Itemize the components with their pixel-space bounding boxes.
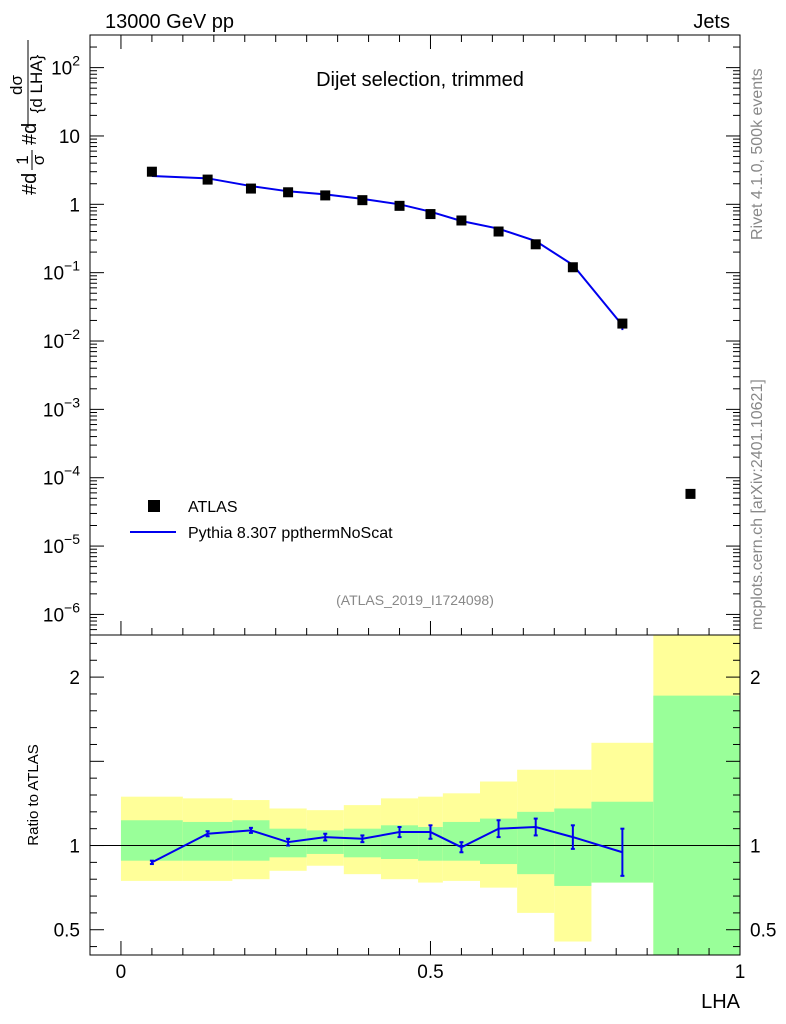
ylabel-prefix: #d	[19, 173, 41, 195]
ylabel-frac-den: σ	[29, 154, 48, 165]
data-point	[617, 318, 628, 329]
data-point	[357, 195, 368, 206]
inner-band-segment	[120, 820, 183, 861]
data-point	[567, 262, 578, 273]
y-tick-label: 10−1	[43, 258, 80, 285]
ratio-frame	[89, 634, 741, 956]
y-tick-label: 1	[69, 195, 80, 216]
ylabel-frac2-num: dσ	[7, 75, 26, 95]
inner-band-segment	[182, 821, 233, 861]
data-point	[425, 209, 436, 220]
ratio-y-tick-label-right: 0.5	[750, 921, 776, 942]
inner-band-segment	[306, 830, 344, 854]
x-tick-label: 0.5	[417, 962, 443, 983]
ratio-y-tick-label: 2	[69, 668, 80, 689]
ylabel-frac-num: 1	[13, 155, 32, 164]
inner-band-segment	[232, 820, 270, 861]
y-tick-label: 10−4	[43, 463, 80, 490]
ylabel-frac2-den: {d LHA}	[27, 54, 46, 113]
data-point	[530, 239, 541, 250]
legend-data-label: ATLAS	[188, 499, 238, 516]
y-tick-label: 10−6	[43, 599, 80, 626]
data-point	[146, 166, 157, 177]
ratio-y-tick-label: 0.5	[54, 921, 80, 942]
x-tick-label: 0	[116, 962, 127, 983]
y-tick-label: 10−2	[43, 326, 80, 353]
ratio-y-tick-label-right: 2	[750, 668, 761, 689]
data-point	[394, 200, 405, 211]
ylabel-mid: #d	[19, 123, 41, 145]
data-point	[685, 488, 696, 499]
legend-mc-label: Pythia 8.307 ppthermNoScat	[188, 525, 393, 542]
rivet-version-label: Rivet 4.1.0, 500k events	[749, 68, 766, 240]
x-tick-label: 1	[735, 962, 746, 983]
ratio-panel: 0.512 0.512 0 0.5 1 Ratio to ATLAS LHA	[25, 634, 776, 1013]
uncertainty-bands	[120, 635, 740, 955]
y-tick-label: 10−3	[43, 394, 80, 421]
ratio-error-bars	[149, 817, 625, 877]
main-panel: 102 10 1 10−1 10−2 10−3 10−4 10−5 10−6 Dijet sel…	[7, 34, 741, 636]
x-tick-labels: 0 0.5 1	[116, 962, 746, 983]
y-tick-label: 102	[51, 53, 80, 80]
legend: ATLAS Pythia 8.307 ppthermNoScat	[130, 499, 393, 542]
ratio-y-tick-label-right: 1	[750, 837, 761, 858]
data-point	[320, 190, 331, 201]
legend-data-marker	[148, 500, 160, 512]
plot-title: Dijet selection, trimmed	[316, 69, 524, 91]
data-point	[456, 215, 467, 226]
main-frame	[89, 34, 741, 636]
data-point	[493, 226, 504, 237]
ratio-y-tick-labels-right: 0.5 1 2	[750, 668, 776, 942]
header-category-label: Jets	[693, 11, 730, 33]
ratio-y-tick-label: 1	[69, 837, 80, 858]
data-point	[202, 174, 213, 185]
header-energy-label: 13000 GeV pp	[105, 11, 234, 33]
data-point	[283, 187, 294, 198]
analysis-id: (ATLAS_2019_I1724098)	[336, 592, 494, 608]
y-tick-label: 10−5	[43, 531, 80, 558]
mc-prediction-line	[151, 174, 624, 326]
inner-band-segment	[653, 695, 740, 955]
data-point	[245, 183, 256, 194]
ratio-axis-ticks	[90, 642, 741, 955]
ratio-y-axis-label: Ratio to ATLAS	[25, 744, 42, 845]
y-tick-label: 10	[59, 127, 80, 148]
mcplots-label: mcplots.cern.ch [arXiv:2401.10621]	[749, 379, 766, 630]
data-markers	[146, 166, 696, 499]
main-y-tick-labels: 102 10 1 10−1 10−2 10−3 10−4 10−5 10−6	[43, 53, 80, 627]
ratio-y-tick-labels: 0.5 1 2	[54, 668, 80, 942]
svg-text:#d: #d	[19, 173, 41, 195]
x-axis-label: LHA	[701, 991, 741, 1013]
main-axis-ticks	[90, 34, 741, 636]
main-y-axis-label: #d 1 σ #d dσ {d LHA}	[7, 40, 48, 195]
